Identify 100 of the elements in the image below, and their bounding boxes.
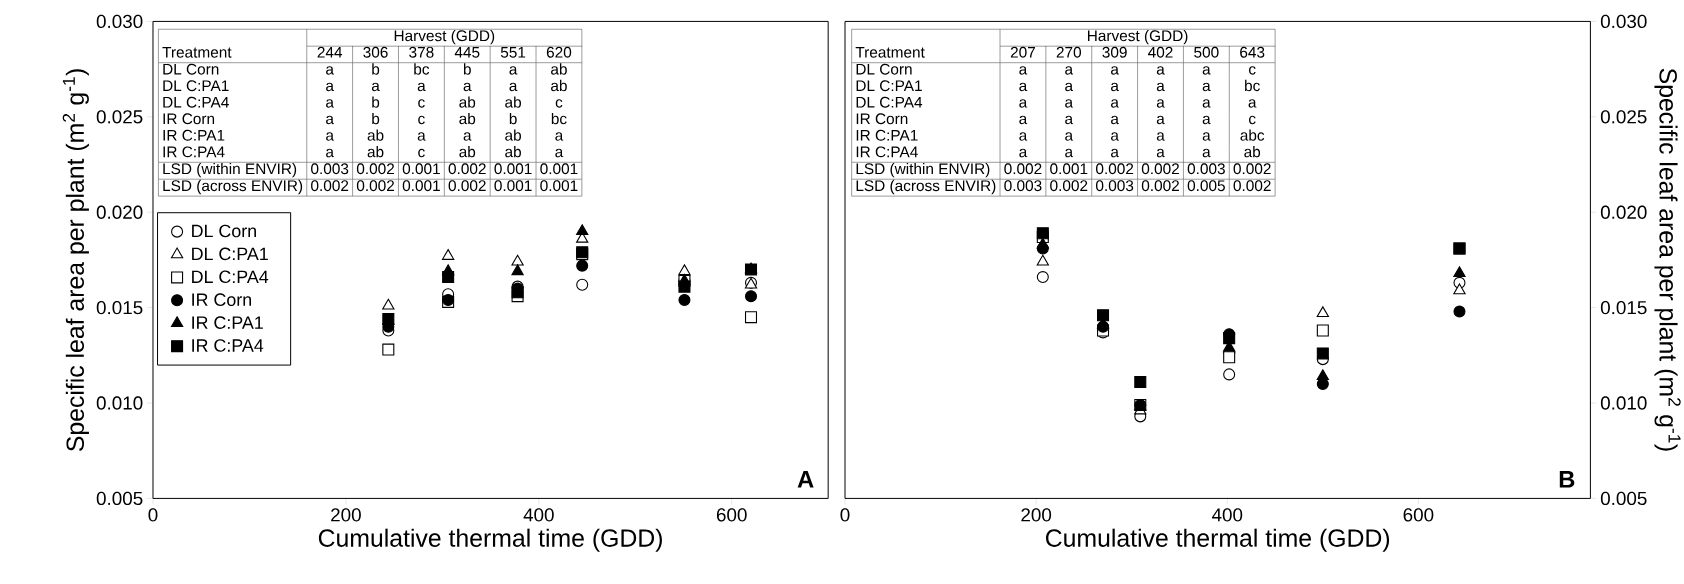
y-tick-label: 0.025 bbox=[1600, 110, 1647, 124]
x-tick-label: 400 bbox=[523, 508, 554, 522]
legend-label: IR C:PA4 bbox=[192, 339, 264, 353]
x-tick-label: 0 bbox=[840, 508, 850, 522]
annotation: 0.001 bbox=[540, 180, 578, 192]
annotation: a bbox=[1111, 66, 1119, 75]
annotation: b bbox=[372, 96, 380, 108]
annotation: 0.002 bbox=[1050, 180, 1088, 192]
annotation: 0.001 bbox=[540, 163, 578, 175]
annotation: 0.002 bbox=[448, 163, 486, 175]
annotation: 270 bbox=[1056, 47, 1082, 58]
annotation: 0.002 bbox=[1233, 163, 1271, 175]
annotation: 620 bbox=[546, 47, 572, 58]
annotation: c bbox=[418, 116, 425, 125]
annotation: a bbox=[417, 82, 426, 92]
legend-label: IR C:PA1 bbox=[192, 316, 263, 330]
annotation: 551 bbox=[500, 47, 526, 58]
annotation: B bbox=[1559, 471, 1575, 488]
annotation: 0.001 bbox=[494, 163, 532, 175]
annotation: bc bbox=[1245, 80, 1260, 92]
annotation: 0.002 bbox=[1096, 163, 1134, 175]
annotation: 643 bbox=[1240, 47, 1265, 58]
y-tick-label: 0.005 bbox=[1600, 491, 1647, 506]
x-axis-title: Cumulative thermal time (GDD) bbox=[318, 528, 662, 552]
annotation: c bbox=[1249, 66, 1256, 75]
annotation: IR C:PA4 bbox=[856, 146, 918, 158]
annotation: a bbox=[1156, 66, 1165, 75]
annotation: a bbox=[463, 82, 472, 92]
annotation: a bbox=[1156, 149, 1165, 158]
annotation: bc bbox=[414, 63, 430, 75]
legend-label: DL C:PA4 bbox=[192, 270, 269, 284]
annotation: Treatment bbox=[162, 47, 232, 58]
y-tick-label: 0.010 bbox=[96, 396, 143, 410]
annotation: a bbox=[555, 132, 564, 141]
annotation: LSD (within ENVIR) bbox=[856, 163, 990, 178]
annotation: bc bbox=[551, 113, 567, 125]
annotation: a bbox=[1156, 116, 1165, 125]
annotation: a bbox=[1111, 116, 1119, 125]
y-tick-label: 0.015 bbox=[1600, 301, 1647, 315]
annotation: LSD (across ENVIR) bbox=[856, 180, 996, 195]
y-tick-label: 0.025 bbox=[96, 110, 143, 124]
annotation: ab bbox=[505, 146, 521, 158]
annotation: a bbox=[326, 116, 334, 125]
annotation: DL C:PA4 bbox=[856, 97, 923, 108]
annotation: 306 bbox=[363, 47, 388, 58]
annotation: a bbox=[1111, 99, 1119, 108]
annotation: 0.002 bbox=[311, 180, 349, 192]
annotation: ab bbox=[459, 113, 476, 125]
annotation: 0.002 bbox=[356, 180, 395, 192]
annotation: ab bbox=[367, 146, 384, 158]
y-tick-label: 0.030 bbox=[96, 14, 143, 29]
annotation: a bbox=[1156, 132, 1165, 141]
annotation: IR Corn bbox=[163, 113, 215, 125]
x-tick-label: 600 bbox=[1403, 508, 1434, 522]
annotation: 378 bbox=[409, 47, 434, 58]
x-tick-label: 0 bbox=[148, 508, 158, 522]
annotation: DL C:PA1 bbox=[856, 80, 922, 92]
y-tick-label: 0.005 bbox=[96, 491, 143, 506]
annotation: c bbox=[418, 149, 425, 158]
annotation: a bbox=[1202, 132, 1211, 141]
annotation: 0.005 bbox=[1187, 180, 1225, 192]
annotation: Treatment bbox=[855, 47, 925, 58]
legend-label: IR Corn bbox=[192, 293, 251, 307]
legend-label: DL Corn bbox=[192, 224, 256, 238]
annotation: a bbox=[555, 149, 564, 158]
annotation: 0.003 bbox=[1096, 180, 1134, 192]
annotation: Harvest (GDD) bbox=[394, 30, 495, 45]
annotation: 0.001 bbox=[1050, 163, 1088, 175]
annotation: 0.002 bbox=[448, 180, 486, 192]
annotation: 0.002 bbox=[1141, 163, 1179, 175]
annotation: 500 bbox=[1194, 47, 1219, 58]
annotation: b bbox=[509, 113, 517, 125]
annotation: a bbox=[1065, 132, 1074, 141]
legend-label: DL C:PA1 bbox=[192, 247, 268, 261]
annotation: a bbox=[1019, 66, 1028, 75]
annotation: 0.002 bbox=[1233, 180, 1271, 192]
x-tick-label: 200 bbox=[331, 508, 361, 522]
annotation: 0.003 bbox=[1004, 180, 1042, 192]
x-tick-label: 200 bbox=[1021, 508, 1052, 522]
x-axis-title: Cumulative thermal time (GDD) bbox=[1045, 528, 1390, 552]
annotation: c bbox=[555, 99, 563, 108]
annotation: a bbox=[1202, 66, 1211, 75]
annotation: a bbox=[509, 66, 518, 75]
annotation: a bbox=[326, 99, 334, 108]
annotation: b bbox=[463, 63, 471, 75]
annotation: ab bbox=[551, 63, 567, 75]
annotation: ab bbox=[1244, 146, 1261, 158]
annotation: c bbox=[1249, 116, 1256, 125]
annotation: 244 bbox=[317, 47, 343, 58]
annotation: a bbox=[1019, 132, 1028, 141]
y-axis-title: Specific leaf area per plant (m$^{2}$ g$^{-1}$) bbox=[62, 69, 89, 452]
annotation: 0.001 bbox=[494, 180, 532, 192]
annotation: a bbox=[326, 149, 334, 158]
annotation: c bbox=[418, 99, 425, 108]
annotation: 0.002 bbox=[1004, 163, 1042, 175]
annotation: Harvest (GDD) bbox=[1088, 30, 1188, 45]
annotation: a bbox=[1202, 116, 1211, 125]
annotation: a bbox=[1202, 82, 1211, 92]
annotation: a bbox=[371, 82, 380, 92]
annotation: a bbox=[1019, 82, 1028, 92]
